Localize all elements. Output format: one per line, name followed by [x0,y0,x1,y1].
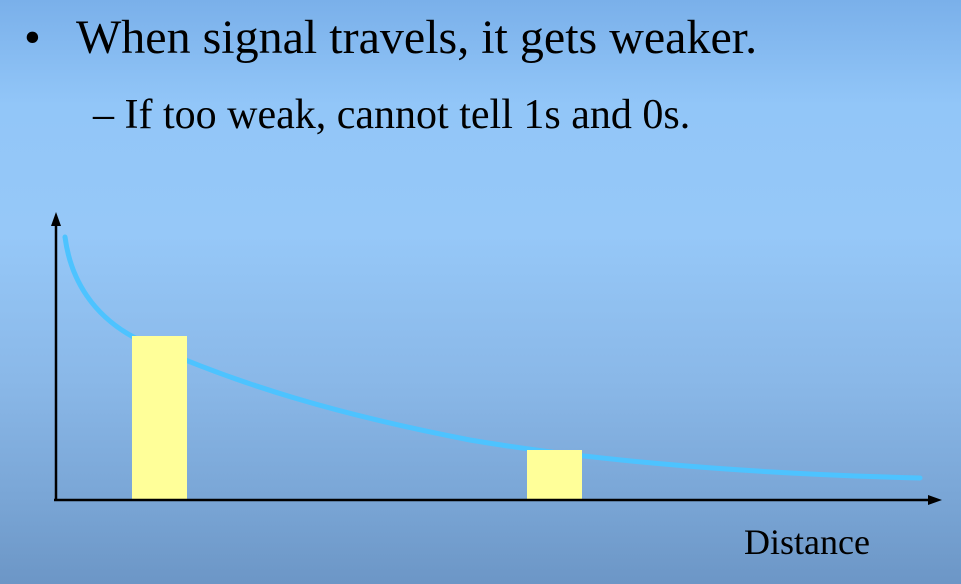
signal-bar-weak [527,450,582,500]
sub-bullet-text: If too weak, cannot tell 1s and 0s. [124,92,691,138]
x-axis-label: Distance [744,522,870,562]
signal-bar-strong [132,336,187,500]
y-axis-arrowhead [51,212,61,226]
x-axis-arrowhead [928,495,942,505]
bullet-marker: • [24,11,41,64]
sub-bullet-marker: – [93,92,114,138]
attenuation-curve [62,234,923,481]
main-bullet: • When signal travels, it gets weaker. [24,10,757,66]
main-bullet-text: When signal travels, it gets weaker. [76,11,758,64]
sub-bullet: – If too weak, cannot tell 1s and 0s. [93,90,690,140]
